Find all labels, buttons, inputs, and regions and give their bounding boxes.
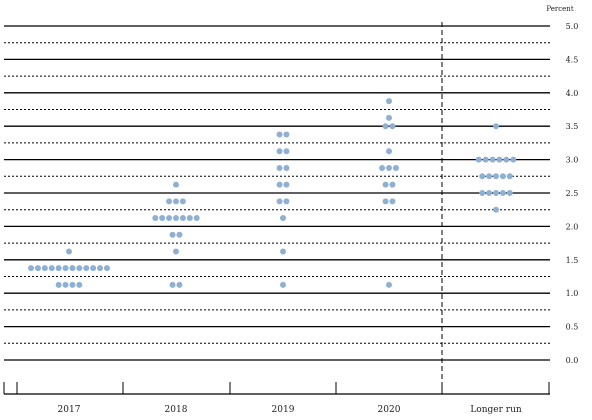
dot <box>276 131 283 138</box>
category-label: 2018 <box>165 405 188 415</box>
dot <box>179 198 186 205</box>
dot <box>386 114 392 121</box>
dot <box>62 265 69 272</box>
y-tick-label: 2.5 <box>566 189 579 198</box>
dot <box>506 190 513 196</box>
dot <box>493 123 499 130</box>
dot <box>28 265 35 272</box>
dot <box>103 265 110 272</box>
dots <box>28 98 517 288</box>
dot <box>186 215 193 222</box>
dot <box>173 181 179 188</box>
dot <box>389 198 396 205</box>
dot <box>283 181 290 188</box>
dot <box>173 198 179 205</box>
dot <box>499 190 506 196</box>
dot <box>41 265 48 272</box>
y-tick-label: 3.5 <box>566 122 579 131</box>
dot <box>169 281 176 288</box>
category-label: Longer run <box>470 405 522 415</box>
y-tick-label: 4.0 <box>566 89 579 98</box>
dot <box>97 265 104 272</box>
dot <box>169 231 176 238</box>
gridlines <box>4 25 550 361</box>
y-tick-label: 3.0 <box>566 156 579 165</box>
y-tick-label: 4.5 <box>566 55 579 64</box>
dot <box>166 215 173 222</box>
dot <box>496 156 503 163</box>
category-label: 2020 <box>378 405 401 415</box>
dot <box>386 98 392 105</box>
dot <box>486 190 493 196</box>
dot <box>283 131 290 138</box>
dot <box>486 173 493 180</box>
dot <box>55 281 62 288</box>
dot <box>493 190 499 196</box>
dot <box>173 248 179 255</box>
dot <box>176 281 183 288</box>
dot <box>34 265 41 272</box>
dot <box>69 265 76 272</box>
dot <box>276 164 283 171</box>
dot <box>382 181 389 188</box>
dot <box>76 265 83 272</box>
dot <box>389 181 396 188</box>
dot <box>389 123 396 130</box>
dot <box>503 156 510 163</box>
dot <box>173 215 179 222</box>
y-tick-label: 0.5 <box>566 323 579 332</box>
dot <box>392 164 399 171</box>
x-axis <box>3 22 550 395</box>
labels: 0.0 0.5 1.0 1.5 2.0 2.5 3.0 3.5 4.0 4.5 5.0 Percent… <box>58 5 579 415</box>
dot <box>479 173 486 180</box>
dot <box>159 215 166 222</box>
dot <box>283 148 290 155</box>
dot <box>499 173 506 180</box>
dot <box>90 265 97 272</box>
dot <box>76 281 83 288</box>
y-axis-label: Percent <box>546 5 573 13</box>
dot <box>280 215 286 222</box>
dot <box>193 215 200 222</box>
dot <box>66 248 72 255</box>
dot <box>276 198 283 205</box>
dot <box>479 190 486 196</box>
dot <box>48 265 55 272</box>
y-tick-label: 2.0 <box>566 222 579 231</box>
dot <box>83 265 90 272</box>
dot <box>493 173 499 180</box>
dot <box>379 164 386 171</box>
dot <box>276 148 283 155</box>
dot <box>55 265 62 272</box>
category-label: 2019 <box>272 405 295 415</box>
dot <box>386 164 392 171</box>
y-tick-label: 0.0 <box>566 356 579 365</box>
dot <box>166 198 173 205</box>
dot <box>382 198 389 205</box>
dot <box>276 181 283 188</box>
dot <box>475 156 482 163</box>
dot <box>489 156 496 163</box>
y-tick-label: 1.0 <box>566 289 579 298</box>
dot <box>493 206 499 213</box>
dot <box>386 281 392 288</box>
dot <box>482 156 489 163</box>
dot <box>152 215 159 222</box>
category-label: 2017 <box>58 405 81 415</box>
dot <box>69 281 76 288</box>
dot <box>179 215 186 222</box>
dot <box>386 148 392 155</box>
y-tick-label: 5.0 <box>566 22 579 31</box>
dot <box>280 281 286 288</box>
dot <box>62 281 69 288</box>
dot <box>382 123 389 130</box>
dot <box>176 231 183 238</box>
dot <box>510 156 517 163</box>
dot <box>283 164 290 171</box>
dot <box>283 198 290 205</box>
dot <box>506 173 513 180</box>
y-tick-label: 1.5 <box>566 256 579 265</box>
dot <box>280 248 286 255</box>
